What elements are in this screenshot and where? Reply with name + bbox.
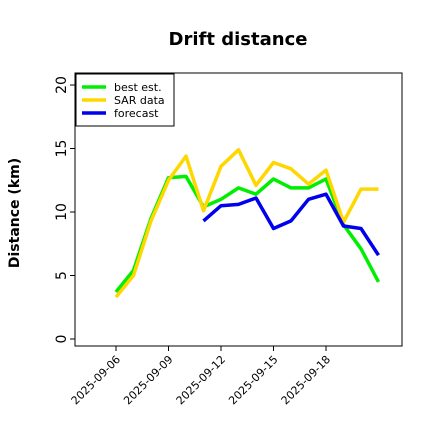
x-axis: 2025-09-062025-09-092025-09-122025-09-15… [69,346,333,407]
legend-label: best est. [114,81,162,94]
x-tick-label: 2025-09-15 [226,353,280,407]
y-tick-label: 0 [54,335,70,344]
legend-label: forecast [114,107,159,120]
y-tick-label: 15 [54,140,70,158]
chart-title: Drift distance [169,29,308,50]
plot-frame [74,72,403,347]
x-tick-label: 2025-09-12 [174,353,228,407]
y-tick-label: 10 [54,203,70,221]
legend-label: SAR data [114,94,165,107]
y-tick-label: 20 [54,76,70,94]
series-line-sar-data [114,148,379,299]
y-axis-label: Distance (km) [7,158,23,268]
x-tick-label: 2025-09-09 [121,353,175,407]
series-line-best-est- [114,174,381,294]
x-tick-label: 2025-09-18 [279,353,333,407]
series-line-forecast [202,192,380,257]
y-axis: 0 5 10 15 20 [54,76,75,343]
y-tick-label: 5 [54,271,70,280]
series-lines [114,148,381,299]
x-tick-label: 2025-09-06 [69,353,123,407]
